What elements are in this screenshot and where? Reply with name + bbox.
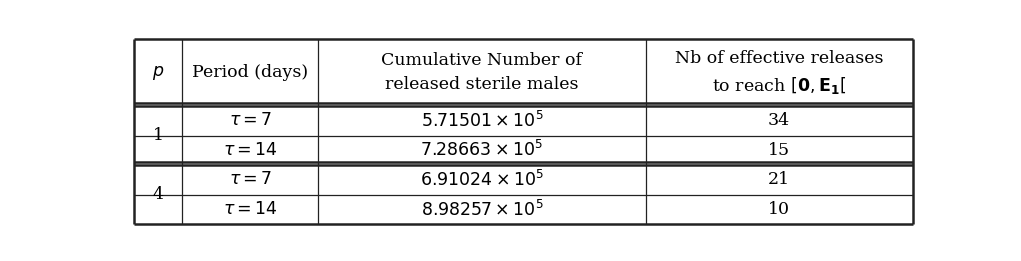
Text: $p$: $p$: [152, 64, 164, 82]
Text: $\tau = 7$: $\tau = 7$: [229, 171, 272, 188]
Text: $8.98257 \times 10^5$: $8.98257 \times 10^5$: [421, 199, 543, 220]
Text: $6.91024 \times 10^5$: $6.91024 \times 10^5$: [420, 170, 544, 190]
Text: Cumulative Number of
released sterile males: Cumulative Number of released sterile ma…: [382, 52, 583, 93]
Text: $5.71501 \times 10^5$: $5.71501 \times 10^5$: [421, 111, 543, 131]
Text: Period (days): Period (days): [192, 64, 308, 81]
Text: $\tau = 7$: $\tau = 7$: [229, 112, 272, 129]
Text: $7.28663 \times 10^5$: $7.28663 \times 10^5$: [421, 140, 543, 160]
Text: 21: 21: [768, 171, 790, 188]
Text: 34: 34: [768, 112, 790, 129]
Text: 15: 15: [768, 142, 790, 159]
Text: 1: 1: [152, 127, 163, 144]
Text: 10: 10: [768, 201, 790, 218]
Text: $\tau = 14$: $\tau = 14$: [223, 142, 278, 159]
Text: Nb of effective releases
to reach $[\mathbf{0}, \mathbf{E_1}[$: Nb of effective releases to reach $[\mat…: [675, 50, 883, 96]
Text: 4: 4: [152, 186, 163, 203]
Text: $\tau = 14$: $\tau = 14$: [223, 201, 278, 218]
